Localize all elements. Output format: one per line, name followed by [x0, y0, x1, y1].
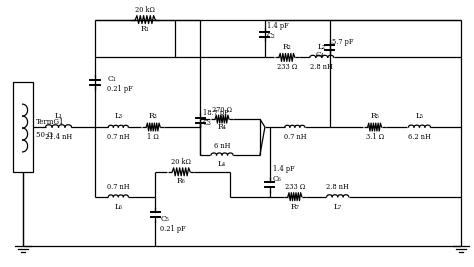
- Text: R₄: R₄: [218, 123, 227, 131]
- Text: 270 Ω: 270 Ω: [212, 106, 232, 114]
- Text: L₂: L₂: [318, 44, 326, 52]
- Text: C₆: C₆: [273, 175, 282, 183]
- Text: R₃: R₃: [149, 112, 158, 120]
- Text: C₃: C₃: [203, 119, 212, 127]
- Text: 1.4 pF: 1.4 pF: [273, 165, 295, 173]
- Text: TermG1: TermG1: [36, 118, 64, 126]
- Text: L₁: L₁: [55, 112, 63, 120]
- Text: 6 nH: 6 nH: [214, 142, 230, 150]
- Text: 0.21 pF: 0.21 pF: [108, 85, 133, 93]
- Text: R₇: R₇: [291, 203, 299, 211]
- Text: 50 Ω: 50 Ω: [36, 131, 53, 139]
- Text: L₄: L₄: [218, 160, 226, 168]
- Text: 20 kΩ: 20 kΩ: [171, 158, 191, 166]
- Text: 20 kΩ: 20 kΩ: [136, 6, 155, 14]
- Text: L₆: L₆: [114, 203, 122, 211]
- Text: R₁: R₁: [141, 25, 150, 33]
- Bar: [13, 82, 33, 172]
- Text: L₅: L₅: [416, 112, 423, 120]
- Text: R₆: R₆: [177, 177, 185, 185]
- Text: 1 Ω: 1 Ω: [147, 133, 159, 141]
- Text: 0.21 pF: 0.21 pF: [160, 225, 186, 233]
- Text: C₄: C₄: [315, 52, 324, 60]
- Text: 6.2 nH: 6.2 nH: [408, 133, 431, 141]
- Text: 1.4 pF: 1.4 pF: [267, 22, 289, 30]
- Text: 2.8 nH: 2.8 nH: [326, 183, 349, 191]
- Text: 233 Ω: 233 Ω: [285, 183, 305, 191]
- Text: L₇: L₇: [334, 203, 342, 211]
- Text: R₅: R₅: [370, 112, 379, 120]
- Text: R₂: R₂: [283, 44, 291, 52]
- Text: 2.8 nH: 2.8 nH: [310, 63, 333, 71]
- Text: C₁: C₁: [108, 75, 116, 83]
- Text: L₃: L₃: [114, 112, 122, 120]
- Text: 233 Ω: 233 Ω: [277, 63, 297, 71]
- Text: C₅: C₅: [160, 215, 169, 223]
- Text: C₂: C₂: [267, 32, 276, 40]
- Text: 0.7 nH: 0.7 nH: [283, 133, 306, 141]
- Text: 5.7 pF: 5.7 pF: [332, 38, 353, 46]
- Text: 21.4 nH: 21.4 nH: [45, 133, 72, 141]
- Text: 3.1 Ω: 3.1 Ω: [365, 133, 383, 141]
- Text: 0.7 nH: 0.7 nH: [107, 133, 129, 141]
- Text: 0.7 nH: 0.7 nH: [107, 183, 129, 191]
- Text: 18.7 pF: 18.7 pF: [203, 109, 229, 117]
